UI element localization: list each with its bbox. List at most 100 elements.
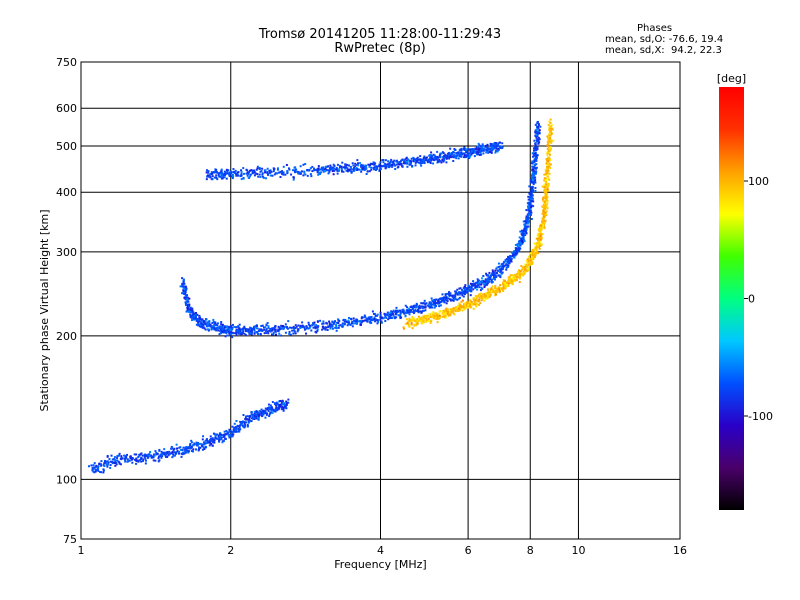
data-point [95,468,98,471]
data-point [422,319,425,322]
data-point [276,167,279,170]
data-point [209,437,212,440]
data-point [340,324,343,327]
data-point [392,309,395,312]
data-point [384,162,387,165]
data-point [165,455,168,458]
data-point [543,186,546,189]
data-point [523,267,526,270]
data-point [111,461,114,464]
data-point [518,277,521,280]
data-point [414,310,417,313]
data-point [430,316,433,319]
data-point [477,294,480,297]
data-point [529,258,532,261]
data-point [100,471,103,474]
data-point [289,333,292,336]
data-point [275,401,278,404]
data-point [470,289,473,292]
data-point [343,320,346,323]
data-point [304,173,307,176]
data-point [436,161,439,164]
data-point [432,311,435,314]
data-point [145,455,148,458]
data-point [482,152,485,155]
data-point [201,318,204,321]
data-point [299,172,302,175]
data-point [525,218,528,221]
data-point [542,214,545,217]
data-point [329,166,332,169]
data-point [514,254,517,257]
data-point [211,327,214,330]
data-point [133,453,136,456]
data-point [272,170,275,173]
data-point [429,154,432,157]
data-point [548,165,551,168]
data-point [288,330,291,333]
data-point [250,417,253,420]
data-point [467,304,470,307]
data-point [546,147,549,150]
data-point [258,414,261,417]
data-point [504,259,507,262]
data-point [406,165,409,168]
data-point [496,288,499,291]
data-point [253,325,256,328]
data-point [428,306,431,309]
phase-stats-heading: Phases [637,23,673,34]
data-point [314,169,317,172]
data-point [204,328,207,331]
data-point [491,272,494,275]
data-point [354,322,357,325]
data-point [234,430,237,433]
data-point [292,178,295,181]
data-point [480,147,483,150]
data-point [519,270,522,273]
data-point [384,313,387,316]
data-point [451,155,454,158]
data-point [419,160,422,163]
data-point [309,324,312,327]
data-point [484,295,487,298]
data-point [322,166,325,169]
data-point [333,169,336,172]
data-point [259,170,262,173]
data-point [314,325,317,328]
data-point [535,242,538,245]
data-point [477,153,480,156]
data-point [241,424,244,427]
data-point [384,320,387,323]
data-point [395,159,398,162]
data-point [197,448,200,451]
data-point [274,407,277,410]
data-point [479,294,482,297]
y-tick-label: 750 [56,56,77,69]
data-point [227,169,230,172]
data-point [250,331,253,334]
data-point [508,275,511,278]
data-point [445,295,448,298]
data-point [237,171,240,174]
data-point [430,312,433,315]
data-point [370,319,373,322]
data-point [334,326,337,329]
data-point [442,160,445,163]
data-point [531,262,534,265]
data-point [252,417,255,420]
data-point [475,305,478,308]
data-point [166,452,169,455]
data-point [526,205,529,208]
data-point [507,256,510,259]
data-point [546,195,549,198]
data-point [261,414,264,417]
data-point [538,138,541,141]
data-point [287,398,290,401]
data-point [238,323,241,326]
data-point [507,264,510,267]
data-point [242,425,245,428]
data-point [344,318,347,321]
data-point [440,161,443,164]
data-point [370,168,373,171]
data-point [341,322,344,325]
